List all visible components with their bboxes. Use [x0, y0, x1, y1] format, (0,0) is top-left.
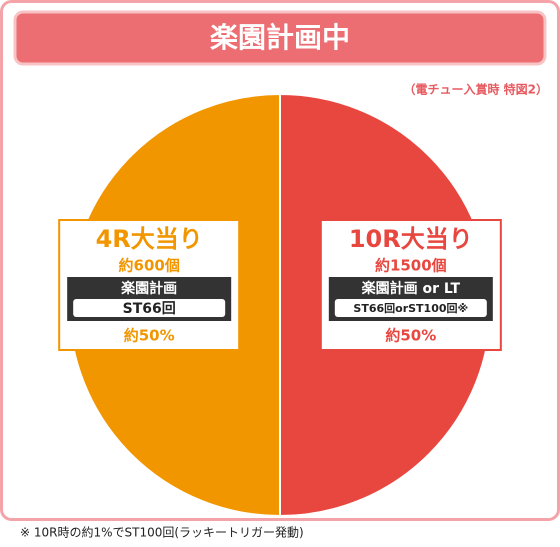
payout: 約1500個 [375, 257, 447, 275]
mode: 楽園計画 [120, 280, 177, 297]
slice-label: 10R大当り [349, 225, 473, 253]
slice-label: 4R大当り [96, 225, 203, 253]
title-banner [13, 10, 547, 66]
st-box [334, 299, 487, 317]
payout: 約600個 [119, 257, 180, 275]
subtitle: （電チュー入賞時 特図2） [403, 82, 548, 97]
value-label: 約50% [385, 327, 436, 345]
st: ST66回orST100回※ [353, 301, 468, 315]
st: ST66回 [123, 301, 176, 317]
chart-title: 楽園計画中 [210, 21, 350, 54]
value-label: 約50% [124, 327, 175, 345]
footnote: ※ 10R時の約1%でST100回(ラッキートリガー発動) [20, 525, 304, 540]
st-box [73, 299, 226, 317]
mode: 楽園計画 or LT [361, 280, 461, 297]
